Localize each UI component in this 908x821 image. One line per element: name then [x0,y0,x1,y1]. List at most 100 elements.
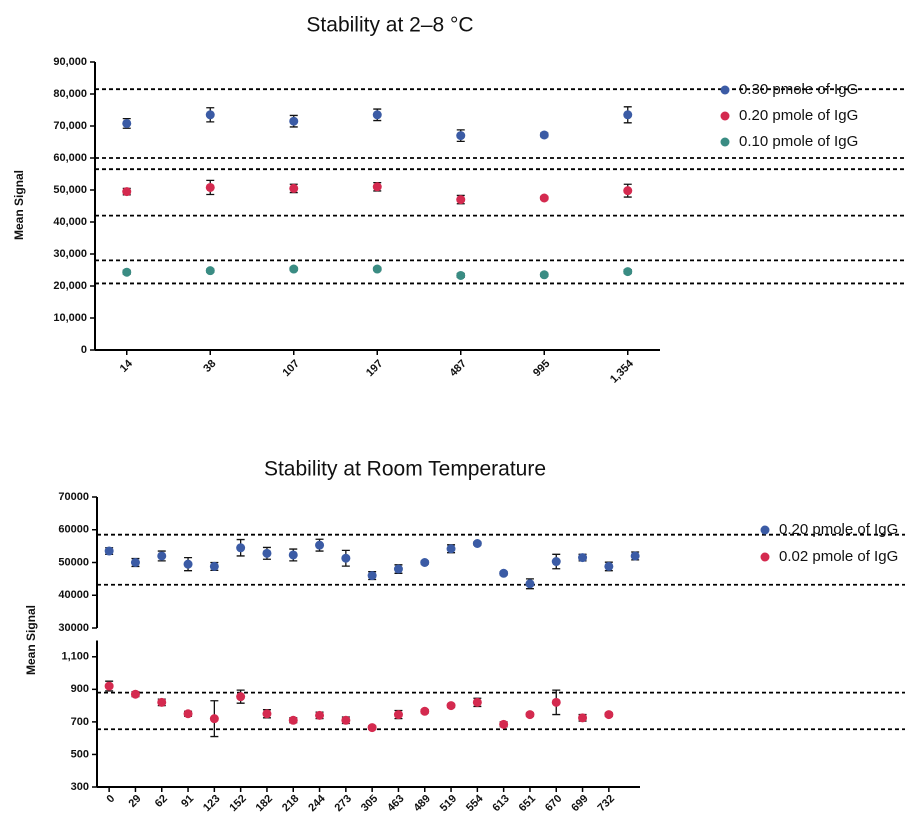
data-point [372,182,382,192]
y-tick-label: 30000 [58,622,89,634]
x-tick-label: 487 [447,358,468,379]
data-point [446,701,456,711]
y-tick-label: 40000 [58,589,89,601]
data-point [630,551,640,561]
data-point [183,559,193,569]
y-axis-label: Mean Signal [24,605,38,675]
data-point [539,130,549,140]
data-point [372,264,382,274]
x-tick-label: 38 [201,358,218,375]
data-point [456,195,466,205]
x-tick-label: 305 [359,793,380,814]
data-point [209,714,219,724]
data-point [367,723,377,733]
x-tick-label: 732 [596,793,617,814]
data-point [122,118,132,128]
data-point [205,266,215,276]
x-tick-label: 29 [126,793,143,810]
legend-marker [720,111,730,121]
x-tick-label: 123 [201,793,222,814]
data-point [122,187,132,197]
x-tick-label: 107 [280,358,301,379]
x-tick-label: 62 [153,793,170,810]
data-point [499,719,509,729]
data-point [289,264,299,274]
legend-marker [720,85,730,95]
data-point [262,548,272,558]
x-tick-label: 489 [411,793,432,814]
x-tick-label: 651 [517,793,538,814]
data-point [157,697,167,707]
y-tick-label: 30,000 [53,248,87,260]
x-tick-label: 699 [569,793,590,814]
data-point [315,710,325,720]
legend-label: 0.10 pmole of IgG [739,133,858,150]
legend-label: 0.30 pmole of IgG [739,81,858,98]
x-tick-label: 273 [333,793,354,814]
y-tick-label: 500 [71,748,89,760]
data-point [367,571,377,581]
data-point [104,681,114,691]
y-tick-label: 50,000 [53,184,87,196]
data-point [236,543,246,553]
data-point [130,689,140,699]
data-point [623,110,633,120]
y-tick-label: 900 [71,683,89,695]
y-tick-label: 20,000 [53,280,87,292]
data-point [578,713,588,723]
data-point [315,540,325,550]
y-axis-label: Mean Signal [12,170,26,240]
legend-marker [720,137,730,147]
x-tick-label: 1,354 [608,357,637,386]
y-tick-label: 40,000 [53,216,87,228]
data-point [551,697,561,707]
x-tick-label: 554 [464,792,486,814]
data-point [122,267,132,277]
chart-title: Stability at Room Temperature [264,458,546,481]
legend-label: 0.20 pmole of IgG [739,107,858,124]
data-point [456,131,466,141]
data-point [539,193,549,203]
x-tick-label: 197 [364,358,385,379]
x-tick-label: 670 [543,793,564,814]
y-tick-label: 1,100 [61,651,89,663]
data-point [623,186,633,196]
data-point [551,557,561,567]
data-point [341,553,351,563]
data-point [205,182,215,192]
x-tick-label: 91 [179,793,196,810]
x-tick-label: 463 [385,793,406,814]
y-tick-label: 60,000 [53,152,87,164]
y-tick-label: 0 [81,344,87,356]
data-point [393,564,403,574]
data-point [262,709,272,719]
legend-label: 0.20 pmole of IgG [779,521,898,538]
y-tick-label: 80,000 [53,88,87,100]
data-point [472,539,482,549]
data-point [623,267,633,277]
data-point [420,706,430,716]
y-tick-label: 90,000 [53,56,87,68]
y-tick-label: 300 [71,781,89,793]
legend-label: 0.02 pmole of IgG [779,548,898,565]
data-point [288,550,298,560]
x-tick-label: 995 [531,358,552,379]
x-tick-label: 152 [227,793,248,814]
data-point [393,710,403,720]
x-tick-label: 519 [438,793,459,814]
data-point [420,558,430,567]
x-tick-label: 613 [490,793,511,814]
x-tick-label: 218 [280,793,301,814]
data-point [446,544,456,554]
y-tick-label: 60000 [58,524,89,536]
data-point [289,116,299,126]
data-point [539,270,549,280]
data-point [604,561,614,571]
data-point [341,715,351,725]
data-point [604,710,614,720]
x-tick-label: 244 [306,792,328,814]
data-point [205,110,215,120]
legend-marker [760,525,770,535]
y-tick-label: 700 [71,716,89,728]
x-tick-label: 182 [254,793,275,814]
